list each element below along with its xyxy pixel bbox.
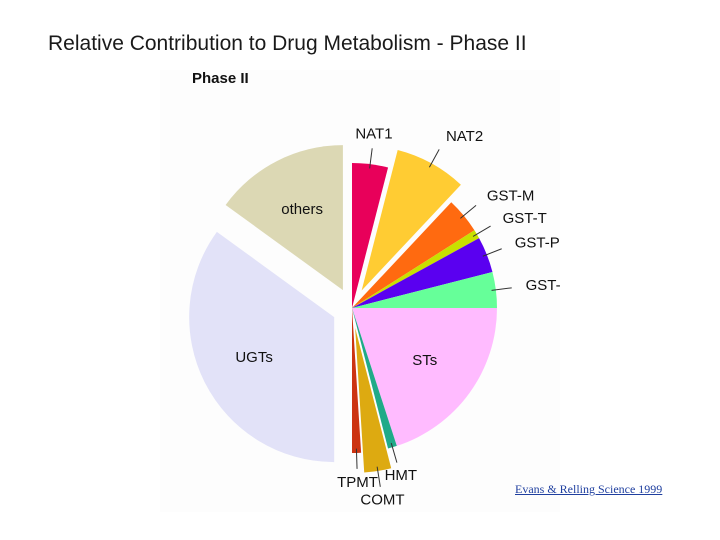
slice-label: GST-T	[503, 210, 547, 227]
pie-slice	[352, 308, 362, 453]
slice-label: NAT1	[355, 125, 392, 142]
pie-slice	[352, 163, 389, 308]
leader-line	[390, 442, 398, 463]
pie-slice	[225, 145, 343, 291]
chart-frame: Phase II NAT1 NAT2 GST-M GST-T GST-P GST-A STs…	[160, 70, 571, 512]
pie-chart: Phase II NAT1 NAT2 GST-M GST-T GST-P GST-A STs…	[189, 70, 571, 509]
chart-subtitle: Phase II	[192, 70, 249, 87]
slice-label: HMT	[385, 467, 418, 484]
source-link[interactable]: Evans & Relling Science 1999	[515, 482, 663, 496]
pie-slice	[352, 230, 480, 308]
slide-title: Relative Contribution to Drug Metabolism…	[48, 32, 527, 55]
slice-label: GST-P	[515, 235, 560, 252]
leader-line	[491, 287, 512, 291]
slice-label: others	[281, 201, 323, 218]
leader-line	[355, 448, 358, 469]
pie-slice	[352, 308, 397, 449]
slice-label: GST-A	[526, 277, 560, 294]
leader-line	[428, 149, 440, 168]
pie-slice	[361, 150, 461, 291]
slice-label: GST-M	[487, 187, 535, 204]
leader-line	[369, 148, 373, 169]
leader-line	[472, 225, 491, 237]
slice-label: TPMT	[337, 474, 378, 491]
pie-slice	[189, 231, 335, 463]
pie-slice	[352, 238, 493, 308]
leader-line	[482, 248, 502, 257]
slice-label: NAT2	[446, 128, 483, 145]
pie-slice	[352, 308, 497, 446]
pie-slice	[352, 271, 497, 308]
slice-label: COMT	[360, 492, 404, 509]
pie-slice	[355, 327, 392, 473]
leader-line	[376, 466, 381, 487]
leader-line	[460, 204, 477, 219]
pie-slice	[352, 202, 475, 308]
slice-label: STs	[412, 352, 437, 369]
slice-label: UGTs	[235, 349, 272, 366]
